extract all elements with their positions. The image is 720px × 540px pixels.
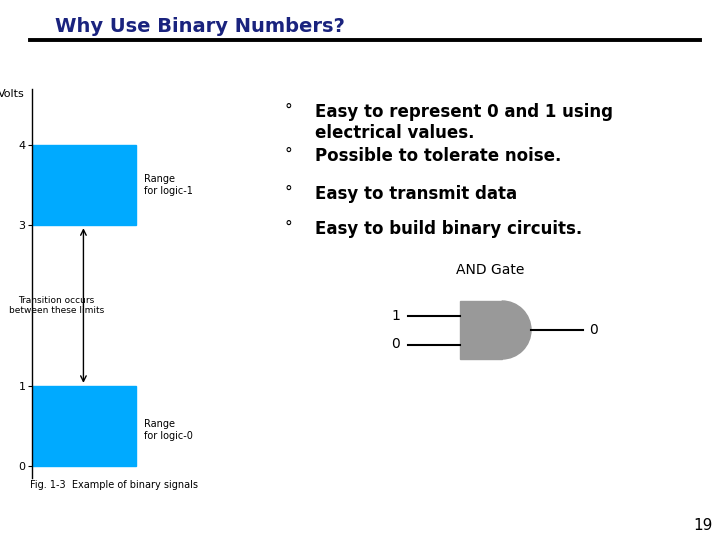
Bar xyxy=(32,386,135,466)
Text: Why Use Binary Numbers?: Why Use Binary Numbers? xyxy=(55,17,345,37)
Text: 19: 19 xyxy=(693,518,713,534)
Text: 0: 0 xyxy=(589,323,598,337)
Text: Transition occurs
between these limits: Transition occurs between these limits xyxy=(9,296,104,315)
Text: Range
for logic-1: Range for logic-1 xyxy=(144,174,193,196)
Text: AND Gate: AND Gate xyxy=(456,263,524,277)
Text: °: ° xyxy=(285,103,293,118)
Wedge shape xyxy=(502,301,531,359)
Text: Easy to represent 0 and 1 using
electrical values.: Easy to represent 0 and 1 using electric… xyxy=(315,103,613,142)
Text: Easy to transmit data: Easy to transmit data xyxy=(315,185,517,203)
Text: 0: 0 xyxy=(391,338,400,352)
Text: °: ° xyxy=(285,147,293,162)
Bar xyxy=(460,301,502,359)
Text: °: ° xyxy=(285,220,293,235)
Text: °: ° xyxy=(285,185,293,200)
Bar xyxy=(32,145,135,225)
Text: Fig. 1-3  Example of binary signals: Fig. 1-3 Example of binary signals xyxy=(30,480,198,490)
Text: 1: 1 xyxy=(391,308,400,322)
Text: Range
for logic-0: Range for logic-0 xyxy=(144,419,193,441)
Text: Easy to build binary circuits.: Easy to build binary circuits. xyxy=(315,220,582,238)
Text: Volts: Volts xyxy=(0,89,25,99)
Text: Possible to tolerate noise.: Possible to tolerate noise. xyxy=(315,147,562,165)
